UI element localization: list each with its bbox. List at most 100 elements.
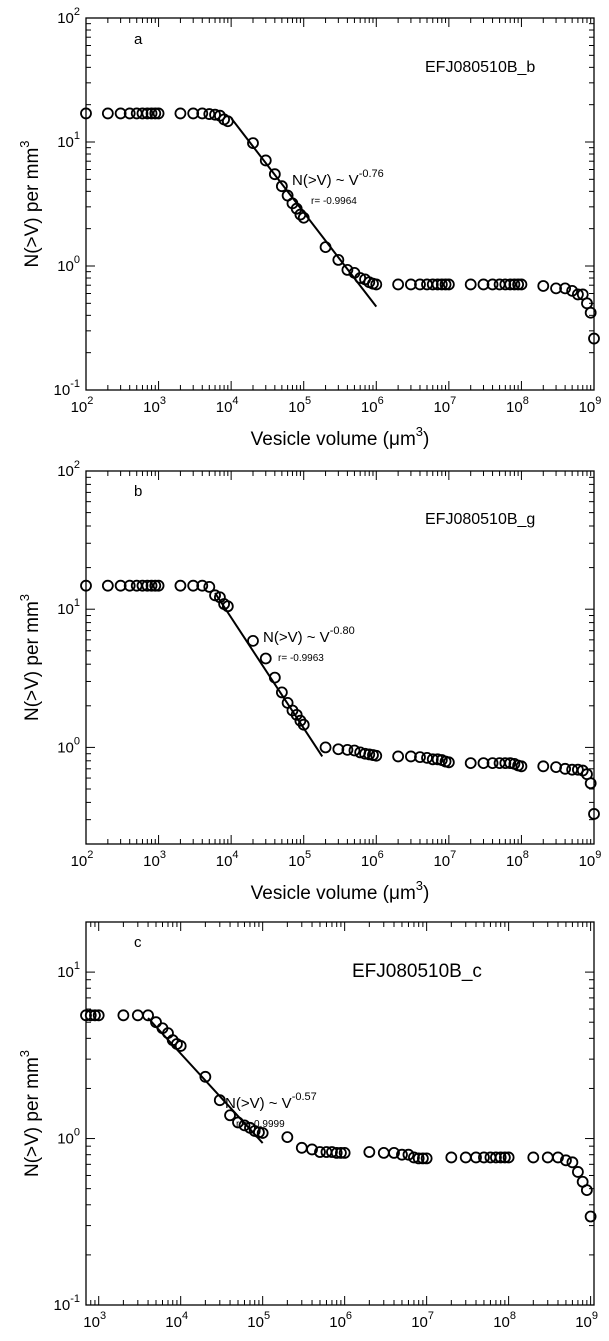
plot-frame (85, 17, 595, 391)
data-point (377, 1146, 390, 1159)
x-tick-label-base: 10 (288, 853, 305, 870)
y-tick-label: 102 (57, 6, 80, 27)
x-tick-label: 107 (433, 849, 456, 870)
data-point (588, 808, 600, 820)
data-point (464, 278, 477, 291)
x-tick-label: 105 (288, 395, 311, 416)
panel-a: 102 103 104 105 106 107 108 10910-1100101102Ves… (17, 6, 601, 450)
y-tick-label-base: 10 (54, 1297, 71, 1314)
data-point (478, 1151, 490, 1164)
sample-id: EFJ080510B_b (425, 59, 535, 76)
y-axis-label-exp: 3 (17, 1050, 32, 1057)
fit-exponent: -0.80 (330, 625, 355, 637)
data-point (502, 1151, 515, 1164)
y-tick-label-exp: 1 (74, 960, 80, 972)
y-tick-label-base: 10 (54, 382, 71, 399)
x-tick-label-exp: 8 (510, 1310, 516, 1322)
x-tick-label-exp: 9 (595, 395, 601, 407)
data-point (338, 1146, 351, 1159)
data-point (416, 1152, 429, 1165)
data-point (84, 1009, 97, 1022)
data-point (136, 579, 149, 592)
x-tick-label: 103 (83, 1310, 106, 1331)
y-tick-label-exp: 0 (74, 735, 80, 747)
fit-equation: N(>V) ~ V-0.57 (225, 1091, 317, 1112)
data-point (256, 1127, 269, 1139)
panel-label: a (134, 31, 143, 48)
data-point (187, 107, 200, 120)
x-axis-label-text: Vesicle volume ( (251, 883, 390, 904)
x-axis-label: Vesicle volume (μm3) (251, 878, 430, 904)
data-point (319, 241, 332, 254)
data-point (330, 1146, 343, 1159)
x-tick-label-exp: 4 (232, 849, 238, 861)
data-points (80, 107, 600, 345)
x-tick-label-base: 10 (506, 853, 523, 870)
data-point (213, 1094, 226, 1107)
fit-exponent: -0.76 (359, 168, 384, 180)
x-tick-label: 107 (433, 395, 456, 416)
data-point (550, 282, 562, 295)
x-tick-label: 108 (506, 395, 529, 416)
data-point (408, 1151, 420, 1164)
y-tick-label: 101 (57, 130, 80, 151)
y-axis-label-text: N(>V) per mm (22, 601, 43, 721)
x-tick-label: 104 (216, 849, 239, 870)
y-axis-label: N(>V) per mm3 (17, 594, 43, 721)
data-point (459, 1151, 472, 1164)
panel-label: c (134, 934, 142, 951)
data-point (537, 280, 550, 292)
x-tick-label-exp: 7 (428, 1310, 434, 1322)
sample-id: EFJ080510B_g (425, 511, 535, 528)
data-point (445, 1151, 458, 1164)
fit-line (214, 592, 324, 758)
x-tick-label-base: 10 (579, 853, 596, 870)
x-tick-label-base: 10 (216, 399, 233, 416)
x-tick-label: 106 (361, 849, 384, 870)
y-tick-label-exp: -1 (70, 378, 80, 390)
x-tick-label: 106 (361, 395, 384, 416)
x-tick-label: 108 (493, 1310, 516, 1331)
data-point (306, 1143, 318, 1156)
data-point (238, 1119, 251, 1132)
data-point (259, 154, 272, 167)
x-axis-label-close: ) (423, 429, 429, 450)
data-point (370, 749, 383, 762)
data-point (232, 1116, 244, 1129)
axis-ticks (85, 921, 594, 1306)
x-tick-label-exp: 8 (523, 849, 529, 861)
data-point (396, 1148, 408, 1161)
panel-label: b (134, 483, 142, 500)
x-tick-label: 104 (165, 1310, 188, 1331)
x-tick-label-base: 10 (83, 1314, 100, 1331)
data-point (584, 1210, 597, 1223)
sample-id: EFJ080510B_c (352, 961, 482, 982)
data-point (89, 1009, 101, 1022)
x-axis-label-exp: 3 (416, 424, 423, 439)
x-tick-label-exp: 4 (182, 1310, 188, 1322)
data-point (566, 1156, 579, 1169)
y-tick-label-exp: 2 (74, 6, 80, 18)
data-point (281, 1131, 294, 1144)
data-point (494, 1151, 507, 1164)
plot-frame (85, 921, 595, 1306)
x-tick-label-base: 10 (433, 399, 450, 416)
data-point (470, 1151, 482, 1164)
fit-correlation: r = -0.9999 (236, 1119, 285, 1130)
data-point (412, 1152, 425, 1165)
x-tick-label: 109 (579, 849, 602, 870)
data-point (221, 115, 234, 128)
data-point (114, 107, 127, 120)
data-point (319, 741, 332, 754)
x-tick-label-exp: 7 (450, 395, 456, 407)
y-tick-label-exp: 0 (74, 254, 80, 266)
y-tick-label: 100 (57, 1127, 80, 1148)
data-point (332, 743, 345, 756)
fit-correlation: r= -0.9963 (278, 653, 324, 664)
panel-b: 102 103 104 105 106 107 108 109100101102Vesicle… (17, 459, 601, 904)
data-point (150, 1016, 162, 1029)
data-point (141, 579, 154, 592)
data-point (295, 1141, 308, 1154)
data-point (370, 278, 383, 291)
